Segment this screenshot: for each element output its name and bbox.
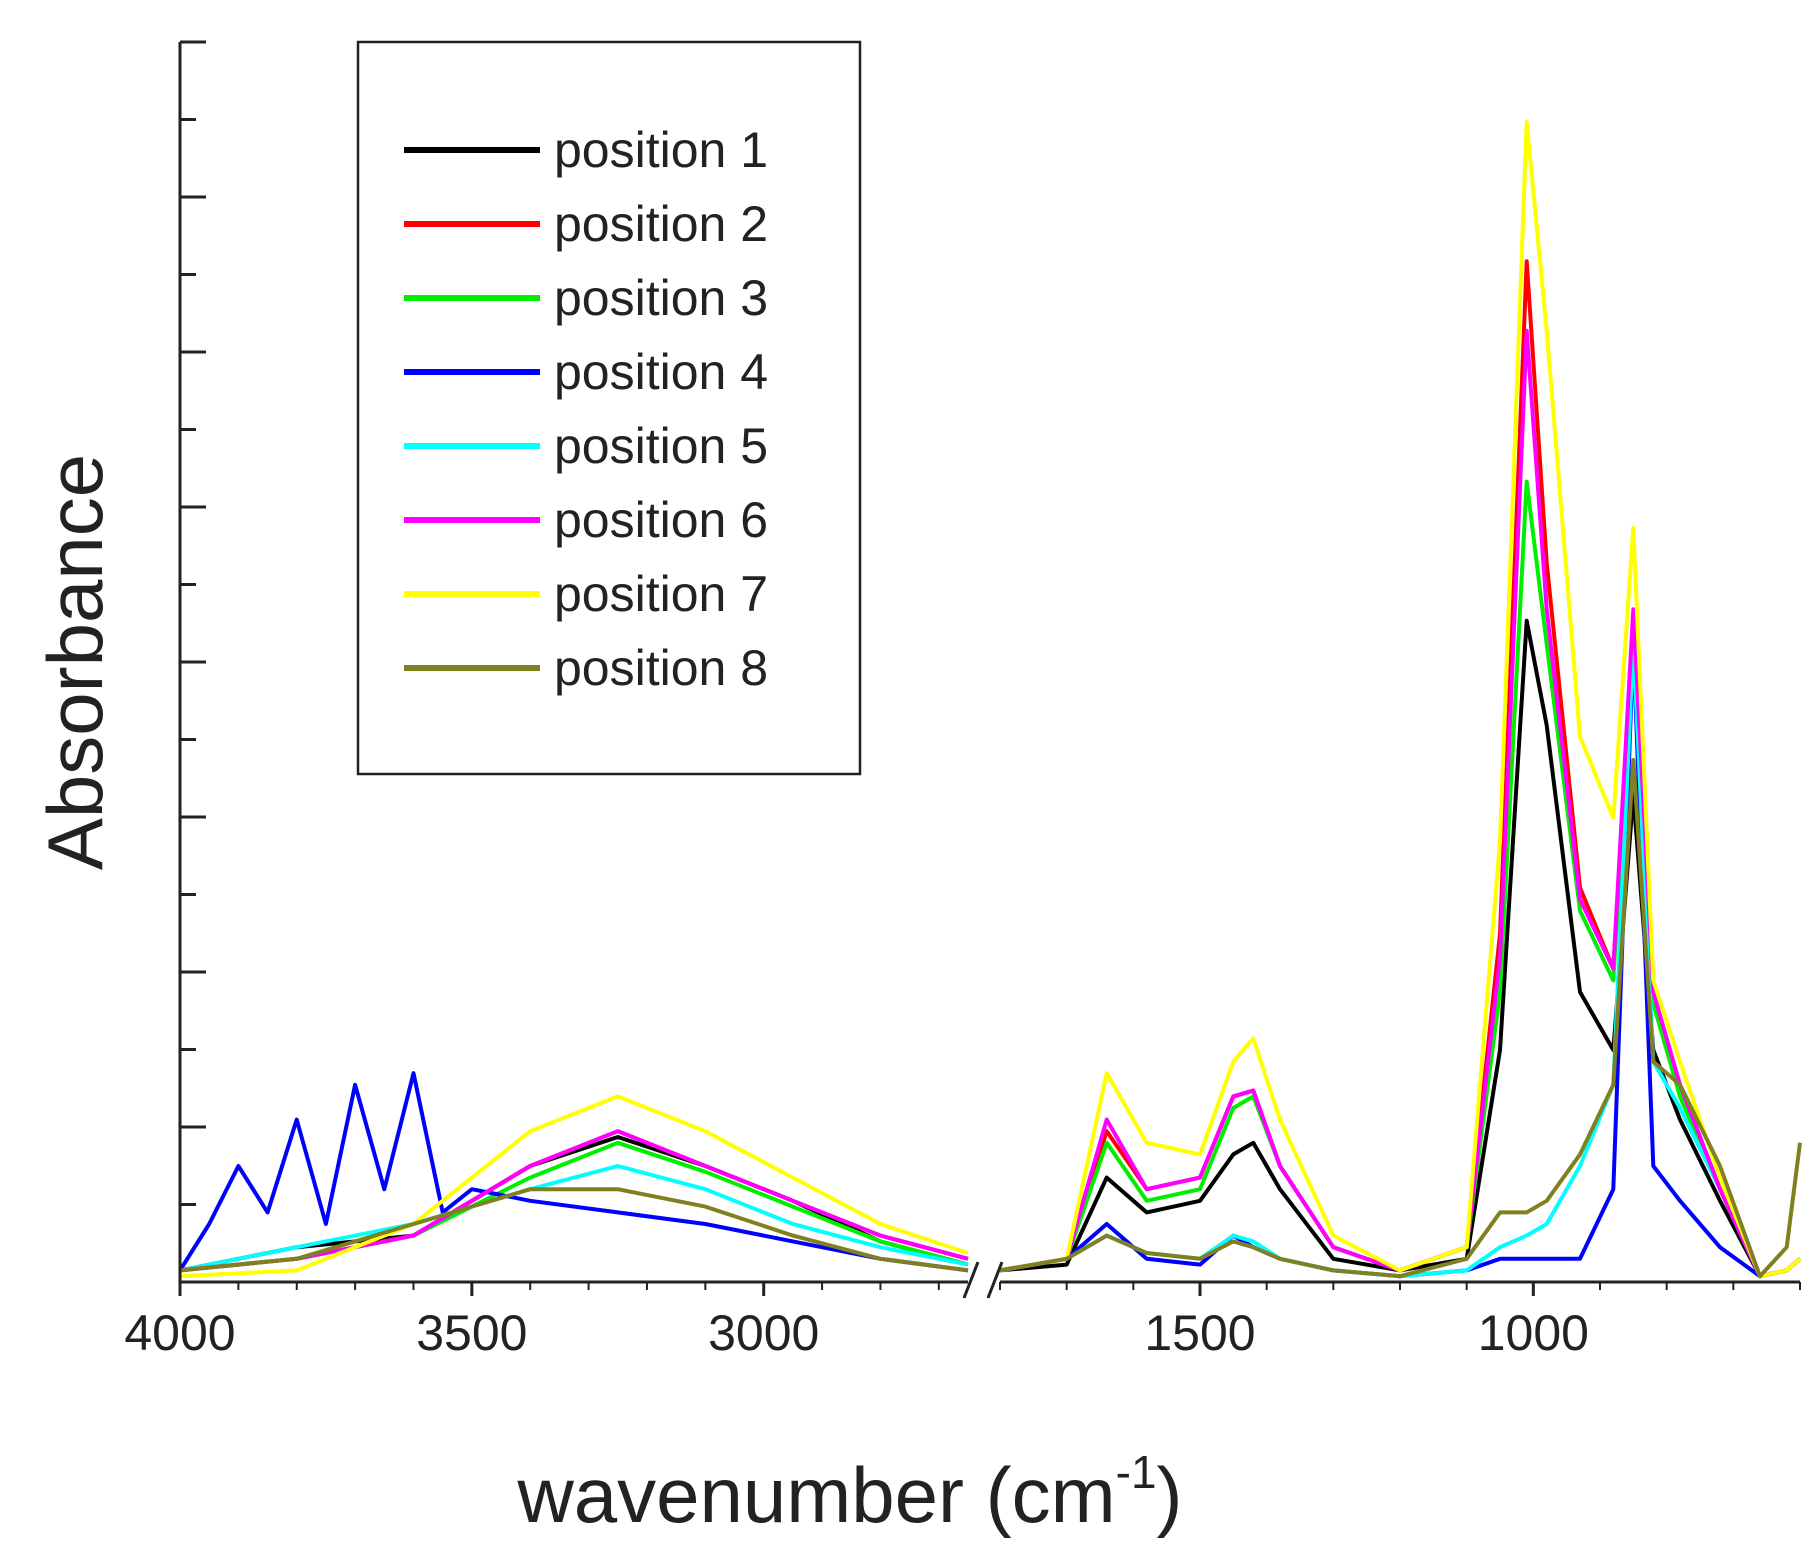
y-axis-label: Absorbance	[31, 454, 119, 870]
series-line-position-3-low-range	[999, 479, 1802, 1279]
series-line-position-8-high-range	[179, 1187, 969, 1273]
legend-label-position-1: position 1	[554, 122, 768, 178]
legend-label-position-5: position 5	[554, 418, 768, 474]
series-line-position-8-low-range	[999, 758, 1802, 1279]
x-tick-label: 3000	[708, 1305, 819, 1361]
series-line-position-6-high-range	[179, 1129, 969, 1273]
x-tick-label: 1000	[1478, 1305, 1589, 1361]
legend: position 1 position 2 position 3 position 4…	[356, 40, 862, 776]
legend-label-position-8: position 8	[554, 640, 768, 696]
legend-box	[356, 40, 862, 776]
x-axis-label-superscript: -1	[1116, 1446, 1157, 1498]
x-ticks: 4000 3500 3000 1500 1000	[124, 1282, 1801, 1361]
x-tick-label: 1500	[1144, 1305, 1255, 1361]
series-line-position-6-low-range	[999, 328, 1802, 1279]
x-tick-label: 3500	[416, 1305, 527, 1361]
series-line-position-4-low-range	[999, 642, 1802, 1279]
y-ticks	[180, 40, 206, 1284]
series-layer	[178, 120, 1802, 1279]
legend-label-position-3: position 3	[554, 270, 768, 326]
legend-label-position-2: position 2	[554, 196, 768, 252]
legend-label-position-6: position 6	[554, 492, 768, 548]
x-tick-label: 4000	[124, 1305, 235, 1361]
series-line-position-4-high-range	[178, 1071, 969, 1273]
series-line-position-5-high-range	[179, 1164, 969, 1273]
x-axis-label-main: wavenumber (cm	[516, 1451, 1115, 1539]
series-line-position-7-low-range	[999, 120, 1802, 1279]
series-line-position-7-high-range	[179, 1094, 969, 1279]
legend-label-position-7: position 7	[554, 566, 768, 622]
x-axis-label-close: )	[1157, 1451, 1183, 1539]
legend-label-position-4: position 4	[554, 344, 768, 400]
axis-break-mark	[962, 1261, 1004, 1299]
series-line-position-1-low-range	[999, 618, 1802, 1279]
x-axis-label: wavenumber (cm-1)	[516, 1446, 1182, 1539]
